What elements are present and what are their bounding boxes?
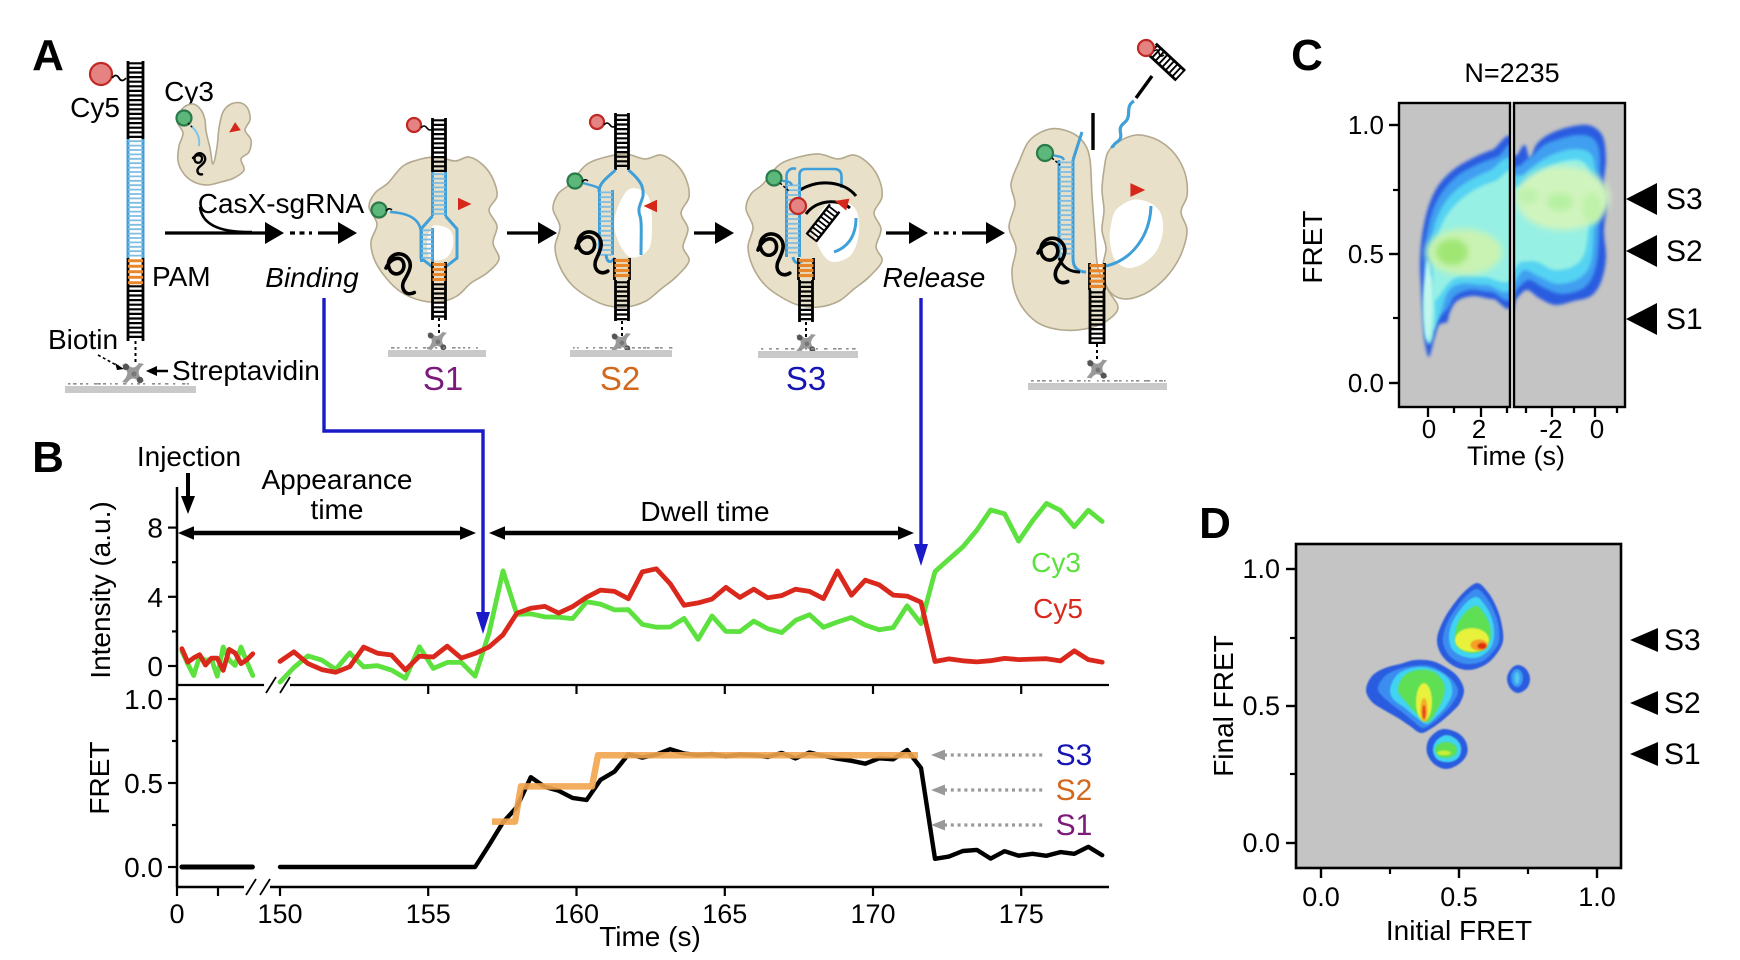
svg-text:8: 8	[147, 513, 163, 544]
svg-text:S1: S1	[1666, 303, 1703, 336]
svg-text:0.0: 0.0	[1302, 882, 1340, 912]
svg-text:Injection: Injection	[137, 441, 241, 472]
svg-text:B: B	[32, 433, 64, 482]
svg-text:0: 0	[169, 899, 184, 929]
svg-text:CasX-sgRNA: CasX-sgRNA	[198, 188, 365, 219]
svg-text:S1: S1	[1056, 809, 1093, 842]
svg-text:Dwell time: Dwell time	[640, 496, 769, 527]
svg-text:S2: S2	[1666, 235, 1703, 268]
svg-text:Biotin: Biotin	[48, 324, 118, 355]
svg-text:Final FRET: Final FRET	[1208, 635, 1239, 777]
svg-text:FRET: FRET	[84, 741, 115, 814]
svg-text:170: 170	[850, 899, 895, 929]
svg-text:S1: S1	[423, 360, 463, 397]
svg-text:Cy3: Cy3	[164, 76, 214, 107]
svg-text:Cy3: Cy3	[1031, 547, 1081, 578]
svg-text:160: 160	[554, 899, 599, 929]
svg-text:0.0: 0.0	[124, 852, 163, 883]
svg-text:1.0: 1.0	[124, 684, 163, 715]
svg-text:Cy5: Cy5	[70, 92, 120, 123]
svg-text:0: 0	[1590, 414, 1604, 444]
svg-text:155: 155	[406, 899, 451, 929]
svg-text:S2: S2	[600, 360, 640, 397]
svg-text:165: 165	[702, 899, 747, 929]
svg-text:Binding: Binding	[265, 262, 359, 293]
svg-text:0.5: 0.5	[1348, 239, 1384, 269]
svg-text:S1: S1	[1664, 738, 1701, 771]
svg-text:Initial FRET: Initial FRET	[1386, 915, 1532, 946]
svg-text:-2: -2	[1539, 414, 1562, 444]
svg-text:S2: S2	[1664, 687, 1701, 720]
svg-text:Streptavidin: Streptavidin	[172, 355, 320, 386]
svg-text:0.0: 0.0	[1348, 368, 1384, 398]
svg-text:4: 4	[147, 582, 163, 613]
svg-text:175: 175	[999, 899, 1044, 929]
svg-text:2: 2	[1472, 414, 1486, 444]
svg-text:time: time	[311, 494, 364, 525]
svg-text:150: 150	[257, 899, 302, 929]
svg-text:FRET: FRET	[1297, 210, 1328, 283]
svg-text:PAM: PAM	[152, 261, 211, 292]
svg-text:1.0: 1.0	[1578, 882, 1616, 912]
svg-text:S3: S3	[1664, 624, 1701, 657]
svg-text:A: A	[32, 31, 64, 80]
svg-text:Intensity (a.u.): Intensity (a.u.)	[85, 501, 116, 678]
svg-text:1.0: 1.0	[1348, 110, 1384, 140]
svg-text:S3: S3	[1666, 183, 1703, 216]
svg-text:0: 0	[1422, 414, 1436, 444]
svg-text:S3: S3	[786, 360, 826, 397]
svg-text:0.5: 0.5	[1440, 882, 1478, 912]
svg-text:Time (s): Time (s)	[599, 921, 701, 952]
svg-text:Time (s): Time (s)	[1467, 441, 1565, 471]
svg-text:S2: S2	[1056, 774, 1093, 807]
svg-text:S3: S3	[1056, 739, 1093, 772]
svg-text:0.5: 0.5	[1242, 691, 1280, 721]
svg-text:1.0: 1.0	[1242, 554, 1280, 584]
svg-text:0: 0	[147, 651, 163, 682]
svg-text:Release: Release	[883, 262, 986, 293]
svg-text:Appearance: Appearance	[261, 464, 412, 495]
svg-text:C: C	[1291, 31, 1323, 80]
svg-text:D: D	[1199, 499, 1231, 548]
svg-text:0.5: 0.5	[124, 768, 163, 799]
svg-text:0.0: 0.0	[1242, 828, 1280, 858]
svg-text:N=2235: N=2235	[1464, 58, 1559, 88]
svg-text:Cy5: Cy5	[1033, 593, 1083, 624]
